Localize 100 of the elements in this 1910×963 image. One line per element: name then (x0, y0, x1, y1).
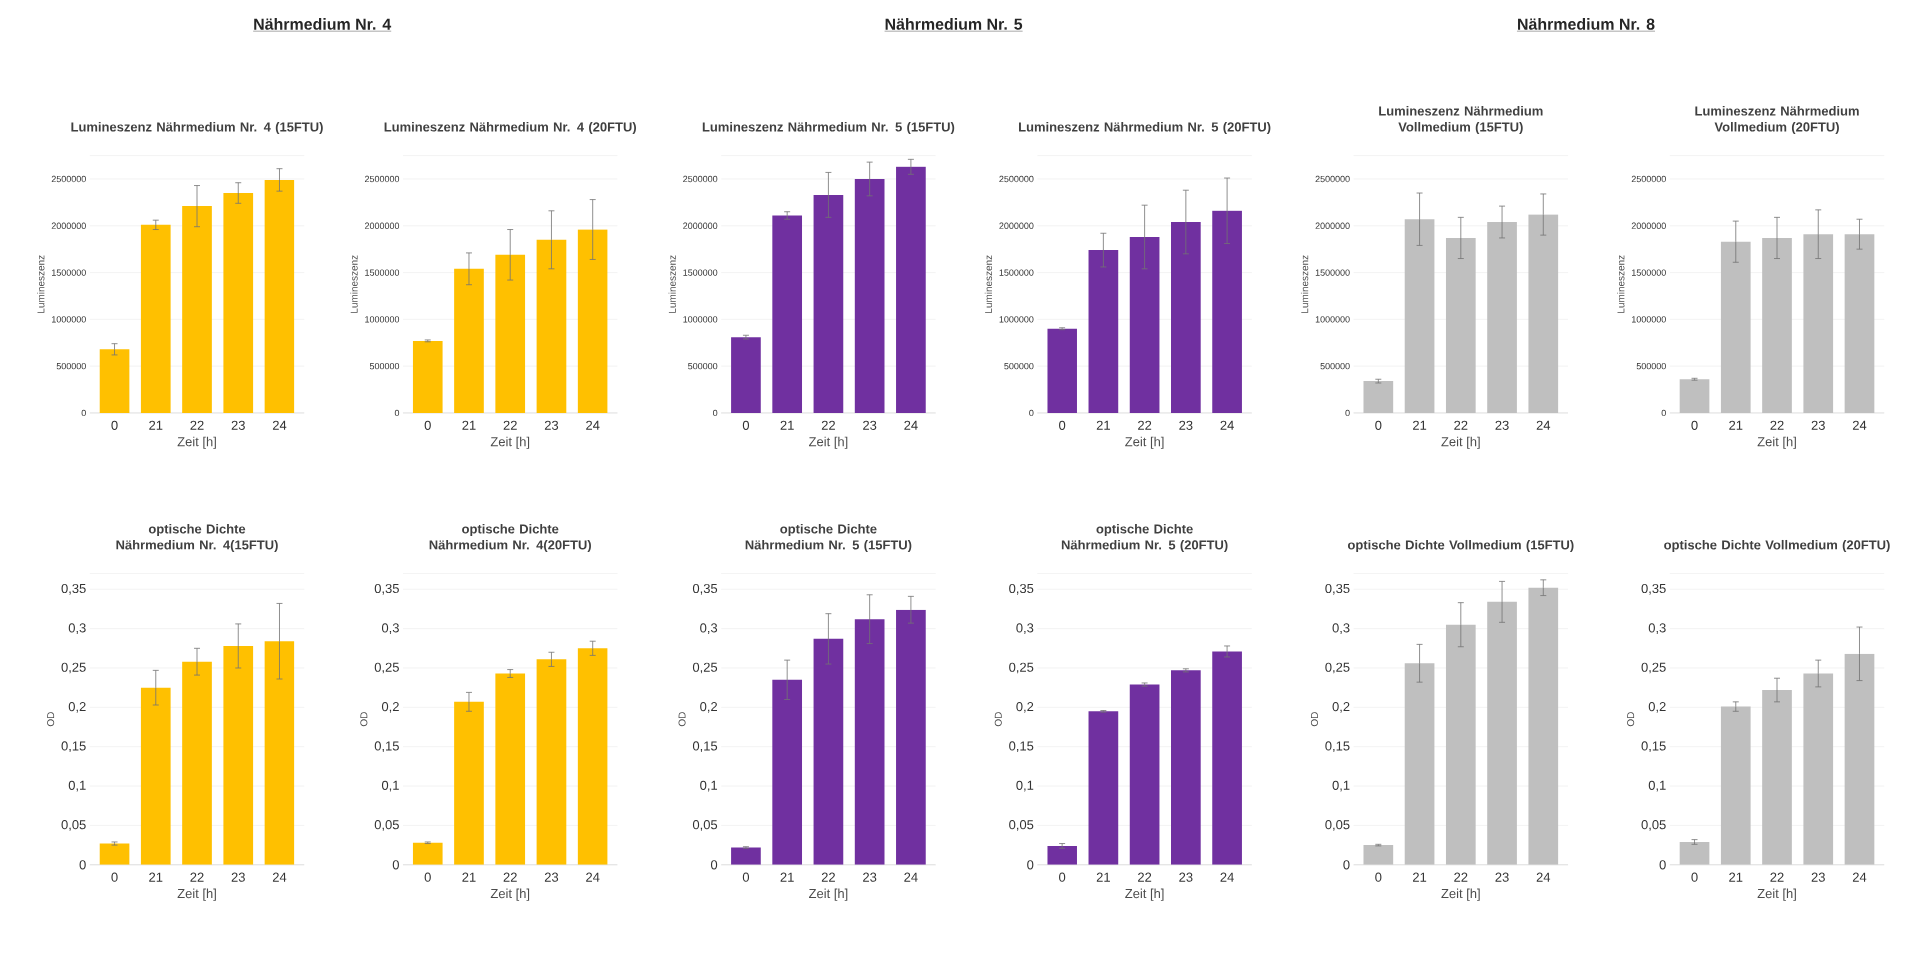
y-tick-label: 0,05 (374, 820, 399, 832)
bar (1047, 846, 1077, 866)
chart-title: optische Dichte Nährmedium Nr. 4(20FTU) (429, 524, 591, 553)
x-tick-label: 22 (190, 872, 204, 882)
chart-title: Lumineszenz Nährmedium Nr. 5 (15FTU) (702, 122, 955, 135)
y-tick-label: 2000000 (51, 222, 86, 230)
bar (813, 195, 844, 414)
chart-title: optische Dichte Nährmedium Nr. 5 (20FTU) (1061, 524, 1228, 553)
bar (1679, 842, 1710, 866)
y-tick-label: 1500000 (365, 269, 400, 276)
y-tick-label: 0,05 (1009, 820, 1034, 832)
x-tick-label: 0 (424, 420, 431, 431)
x-tick-label: 22 (821, 420, 835, 430)
y-tick-label: 0 (392, 860, 399, 870)
chart-title: Lumineszenz Nährmedium Vollmedium (15FTU) (1379, 106, 1543, 135)
y-tick-label: 0,15 (1325, 741, 1350, 753)
y-axis-title: OD (1310, 712, 1318, 727)
bar (99, 349, 130, 414)
y-tick-label: 0,2 (1648, 702, 1666, 713)
bar (1171, 670, 1201, 866)
y-tick-label: 2000000 (1631, 222, 1666, 230)
bar (264, 180, 295, 414)
y-tick-label: 0,05 (1325, 820, 1350, 832)
y-tick-label: 1500000 (683, 269, 718, 276)
y-tick-label: 0 (79, 860, 86, 870)
x-tick-label: 24 (586, 420, 600, 430)
bar (1171, 222, 1201, 414)
y-tick-label: 500000 (369, 363, 400, 370)
y-tick-label: 0,15 (374, 741, 399, 753)
text: Nährmedium Nr. 5 (885, 18, 1023, 30)
x-tick-label: 24 (586, 872, 600, 882)
y-tick-label: 2000000 (999, 222, 1034, 230)
x-tick-label: 24 (1852, 872, 1867, 882)
x-tick-label: 0 (1059, 872, 1066, 882)
bar (1047, 328, 1077, 414)
x-tick-label: 21 (149, 872, 163, 882)
bar (412, 842, 443, 866)
bar (854, 619, 885, 866)
y-tick-label: 0,1 (68, 780, 86, 792)
x-tick-label: 22 (1138, 420, 1152, 430)
bar (1088, 711, 1119, 866)
y-tick-label: 0,35 (1641, 584, 1666, 595)
chart-title: Lumineszenz Nährmedium Nr. 4 (20FTU) (384, 122, 637, 135)
y-tick-label: 0,25 (692, 662, 718, 674)
y-tick-label: 2000000 (364, 222, 400, 230)
x-tick-label: 0 (1375, 420, 1382, 431)
y-tick-label: 1000000 (52, 316, 86, 323)
bar (772, 215, 803, 414)
y-tick-label: 0 (1029, 409, 1034, 417)
y-tick-label: 1500000 (1315, 269, 1350, 276)
bar (1129, 237, 1160, 414)
y-axis-title: OD (47, 712, 55, 727)
x-tick-label: 0 (1059, 420, 1066, 431)
x-tick-label: 24 (1536, 420, 1551, 430)
y-tick-label: 1500000 (1632, 269, 1666, 276)
y-tick-label: 0,35 (374, 584, 399, 595)
y-tick-label: 0,3 (381, 623, 399, 635)
x-axis-title: Zeit [h] (177, 436, 216, 450)
y-tick-label: 500000 (1636, 363, 1666, 370)
x-axis-title: Zeit [h] (1757, 436, 1796, 450)
bar (1404, 663, 1435, 866)
y-tick-label: 0,25 (374, 662, 399, 674)
x-tick-label: 0 (424, 872, 431, 882)
y-tick-label: 0 (81, 409, 86, 417)
y-tick-label: 0,3 (1016, 623, 1034, 635)
y-axis-title: Lumineszenz (1617, 255, 1625, 314)
text: Nährmedium Nr. 8 (1518, 18, 1655, 30)
y-tick-label: 0,15 (61, 741, 86, 753)
x-tick-label: 23 (231, 872, 245, 882)
chart-title: Lumineszenz Nährmedium Vollmedium (20FTU) (1695, 106, 1859, 135)
y-tick-label: 0,35 (1009, 584, 1034, 595)
bar (1445, 624, 1476, 866)
bar (1803, 673, 1834, 866)
y-tick-label: 0,25 (1641, 662, 1666, 674)
y-tick-label: 0 (1345, 409, 1350, 417)
y-tick-label: 2500000 (999, 176, 1034, 183)
x-tick-label: 24 (1220, 872, 1234, 882)
chart-title: optische Dichte Vollmedium (15FTU) (1347, 540, 1574, 553)
x-tick-label: 22 (821, 872, 835, 882)
bar (495, 255, 526, 414)
y-tick-label: 2000000 (683, 222, 718, 230)
y-tick-label: 0,1 (1332, 780, 1350, 792)
y-tick-label: 0,1 (1016, 780, 1034, 792)
bar (536, 240, 567, 414)
x-tick-label: 0 (111, 872, 118, 882)
x-tick-label: 22 (503, 420, 517, 430)
x-tick-label: 21 (1729, 872, 1743, 882)
y-tick-label: 500000 (56, 363, 86, 370)
x-tick-label: 23 (1811, 872, 1825, 882)
x-tick-label: 23 (1179, 420, 1193, 431)
y-tick-label: 0,3 (700, 623, 718, 635)
x-tick-label: 0 (742, 420, 750, 431)
y-tick-label: 1000000 (999, 316, 1034, 323)
bar (454, 269, 484, 414)
bar (1844, 654, 1875, 866)
x-tick-label: 24 (904, 872, 918, 882)
y-tick-label: 0,3 (1648, 623, 1666, 635)
x-tick-label: 23 (863, 872, 877, 882)
x-tick-label: 0 (742, 872, 750, 882)
y-tick-label: 500000 (688, 363, 718, 370)
